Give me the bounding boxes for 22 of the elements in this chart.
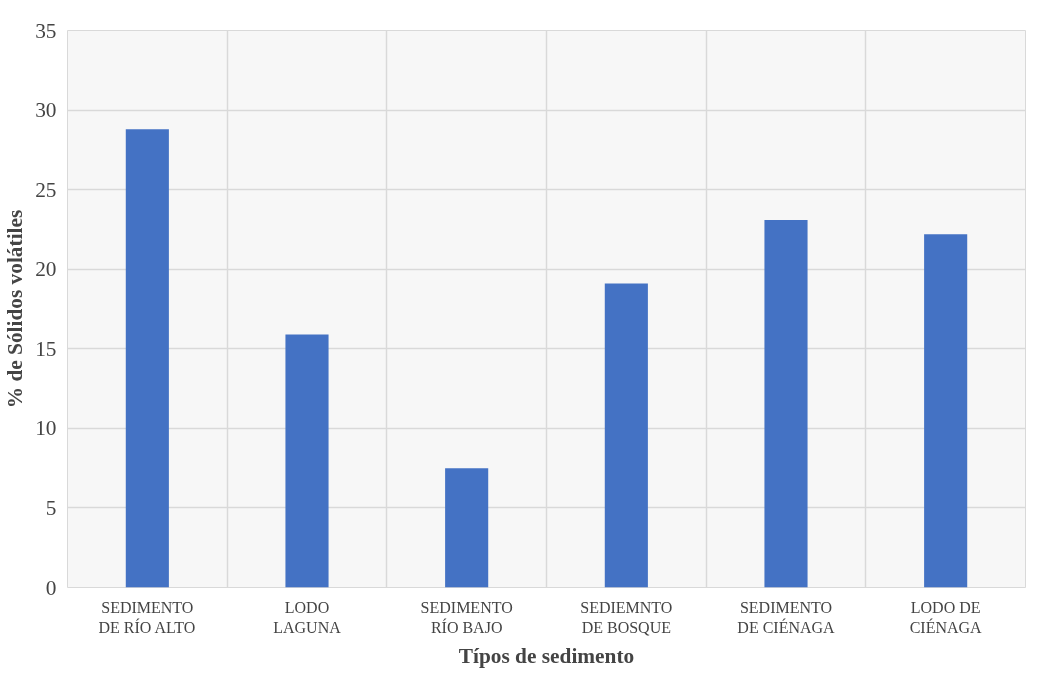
bar [445,468,489,588]
bar [764,219,808,588]
x-tick-label: SEDIMENTO DE CIÉNAGA [737,598,836,636]
x-tick-label: LODO DE CIÉNAGA [909,598,983,636]
x-tick-label: SEDIMENTO DE RÍO ALTO [98,598,196,636]
x-tick-label: SEDIMENTO RÍO BAJO [420,598,513,636]
x-tick-label: LODO LAGUNA [273,598,342,636]
y-tick-label: 10 [35,416,57,441]
x-axis-title: Típos de sedimento [458,643,635,668]
y-tick-label: 30 [35,98,57,123]
bar [125,129,169,588]
y-tick-label: 20 [35,257,57,282]
bar [285,334,329,588]
x-tick-label: SEDIEMNTO DE BOSQUE [580,598,673,636]
y-tick-label: 25 [35,177,57,202]
bar [604,283,648,588]
y-tick-label: 5 [45,495,57,520]
y-tick-label: 0 [45,575,57,600]
y-tick-label: 35 [35,18,57,43]
y-tick-label: 15 [35,336,57,361]
bar [924,234,968,588]
y-axis-title: % de Sólidos volátiles [3,209,28,409]
